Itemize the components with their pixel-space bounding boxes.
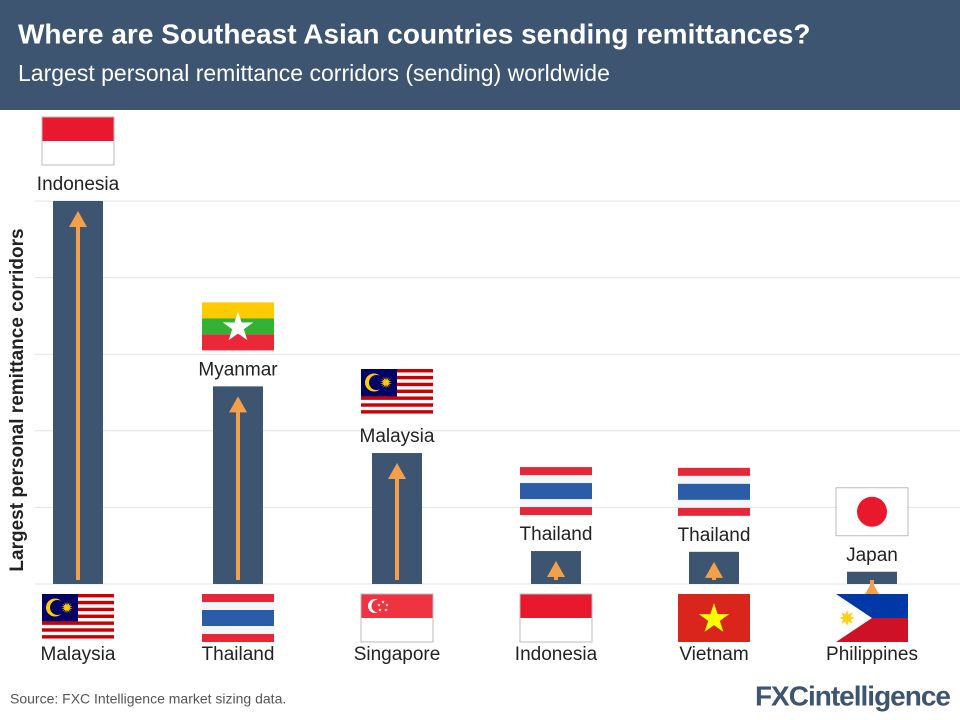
flag-part (361, 396, 433, 401)
flag (836, 594, 908, 642)
bar (847, 571, 897, 584)
flag-part (42, 117, 114, 141)
flag-part (371, 599, 385, 613)
flag-part (361, 399, 433, 404)
flag (42, 594, 114, 643)
flag-part (42, 635, 114, 639)
flag-part (377, 603, 381, 607)
flag-part (520, 483, 592, 500)
flag-part (698, 603, 730, 632)
flag (835, 487, 909, 537)
flag-part (857, 496, 887, 527)
flag-part (678, 483, 750, 500)
source-note: Source: FXC Intelligence market sizing d… (10, 691, 286, 707)
x-tick-label: Philippines (826, 644, 918, 665)
flag (520, 467, 592, 516)
x-tick-label: Vietnam (679, 644, 748, 665)
arrow-head (69, 211, 87, 227)
flag-part (384, 608, 388, 612)
header-band (0, 0, 960, 110)
flag (519, 593, 593, 643)
flag (361, 369, 433, 418)
flag (202, 594, 274, 642)
flag-part (360, 593, 434, 643)
x-tick-label: Indonesia (515, 644, 598, 665)
flag-part (42, 631, 114, 636)
flag-part (835, 487, 909, 537)
flag-part (385, 603, 389, 607)
chart-title: Where are Southeast Asian countries send… (18, 18, 811, 49)
flag (678, 467, 750, 516)
flag-part (361, 410, 433, 414)
flag-part (839, 610, 855, 626)
y-axis-label: Largest personal remittance corridors (7, 228, 28, 571)
flag-part (519, 593, 593, 643)
flag-part (42, 638, 114, 643)
flag (41, 116, 115, 166)
flag-part (42, 628, 114, 633)
logo: FXCintelligence (755, 680, 950, 711)
destination-label: Thailand (678, 525, 751, 546)
flag-part (202, 302, 274, 319)
destination-label: Myanmar (198, 359, 278, 380)
flag (202, 302, 274, 351)
flag-part (380, 376, 392, 389)
flag-part (202, 610, 274, 626)
flag-part (381, 600, 385, 604)
x-tick-label: Singapore (354, 644, 441, 665)
flag-part (361, 406, 433, 411)
flag-part (222, 311, 254, 341)
destination-label: Indonesia (37, 174, 120, 195)
flag-part (42, 624, 114, 629)
flag (360, 593, 434, 643)
flag-part (378, 608, 382, 612)
flag-part (41, 116, 115, 166)
x-tick-label: Thailand (202, 644, 275, 665)
x-tick-label: Malaysia (41, 644, 116, 665)
destination-label: Thailand (520, 524, 593, 545)
arrow-head (705, 561, 723, 578)
destination-label: Japan (846, 545, 898, 566)
flag-part (61, 601, 73, 614)
flag-part (369, 375, 384, 391)
arrow-head (388, 463, 406, 480)
flag-part (361, 403, 433, 408)
flag (678, 594, 750, 642)
chart-subtitle: Largest personal remittance corridors (s… (18, 60, 610, 86)
flag-part (520, 594, 592, 618)
arrow-head (547, 561, 565, 578)
arrow-head (863, 581, 881, 598)
arrow-head (229, 396, 247, 413)
flag-part (50, 600, 65, 615)
destination-label: Malaysia (360, 426, 435, 447)
flag-part (202, 334, 274, 351)
flag-part (361, 413, 433, 418)
flag-part (42, 621, 114, 626)
